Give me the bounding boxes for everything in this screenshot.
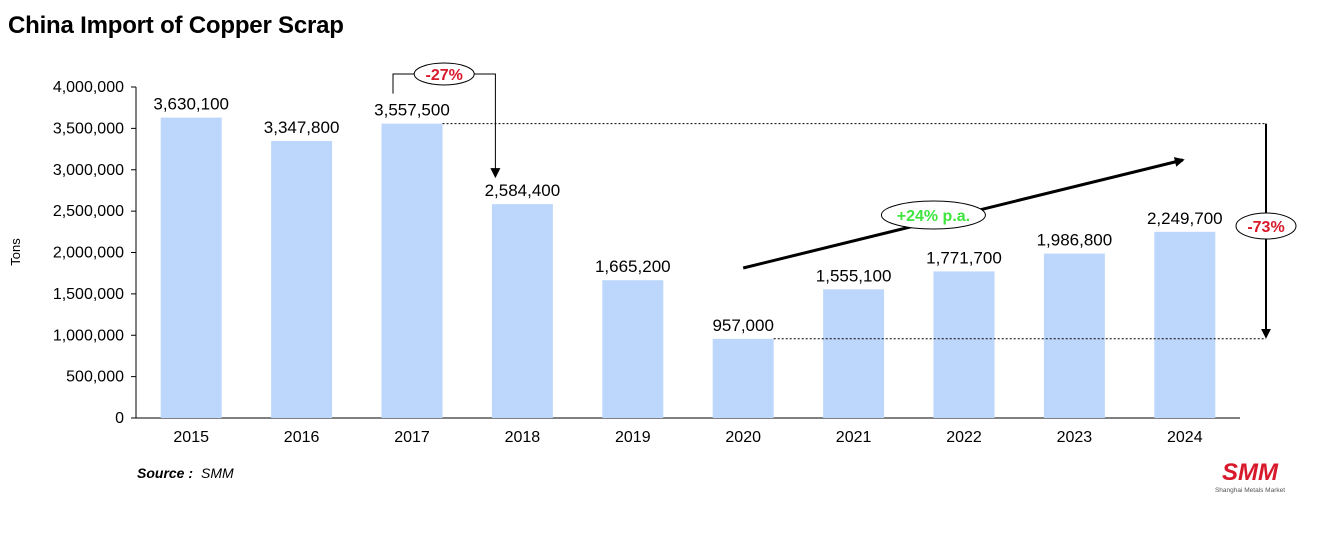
source-value: SMM <box>201 465 234 481</box>
x-tick-label: 2018 <box>505 429 541 446</box>
data-label-2024: 2,249,700 <box>1147 209 1223 228</box>
data-labels-group: 3,630,100 3,347,800 3,557,500 2,584,400 1,66… <box>153 95 1222 335</box>
data-label-2021: 1,555,100 <box>816 266 892 285</box>
data-label-2019: 1,665,200 <box>595 257 671 276</box>
x-tick-label: 2020 <box>725 429 761 446</box>
bar-2020 <box>712 338 774 418</box>
data-label-2015: 3,630,100 <box>153 95 229 114</box>
bar-2023 <box>1043 253 1105 418</box>
y-tick-label: 3,500,000 <box>53 120 124 137</box>
bars-group <box>160 117 1216 418</box>
data-label-2016: 3,347,800 <box>264 118 340 137</box>
growth-bubble <box>880 200 986 230</box>
svg-text:Shanghai Metals Market: Shanghai Metals Market <box>1215 487 1285 494</box>
y-tick-label: 3,000,000 <box>53 162 124 179</box>
y-axis: 0 500,000 1,000,000 1,500,000 2,000,000 2,500… <box>53 79 137 427</box>
y-tick-label: 500,000 <box>66 369 124 386</box>
y-tick-label: 0 <box>115 410 124 427</box>
smm-logo: SMM Shanghai Metals Market <box>1215 459 1285 494</box>
bar-2024 <box>1154 231 1216 418</box>
data-label-2018: 2,584,400 <box>485 181 561 200</box>
x-axis: 2015 2016 2017 2018 2019 2020 2021 2022 2023 2024 <box>136 417 1240 446</box>
data-label-2020: 957,000 <box>712 316 773 335</box>
x-tick-label: 2019 <box>615 429 651 446</box>
annotations-group: -27% +24% p.a. -73% <box>392 62 1297 340</box>
x-tick-label: 2021 <box>836 429 872 446</box>
x-tick-label: 2024 <box>1167 429 1203 446</box>
peak-to-trough-label: -73% <box>1247 219 1284 236</box>
bar-2022 <box>933 271 995 418</box>
svg-text:SMM: SMM <box>1222 459 1279 486</box>
growth-label: +24% p.a. <box>897 208 970 225</box>
y-tick-label: 1,000,000 <box>53 327 124 344</box>
bar-2018 <box>491 204 553 418</box>
x-tick-label: 2017 <box>394 429 430 446</box>
bar-2015 <box>160 117 222 418</box>
x-tick-label: 2022 <box>946 429 982 446</box>
y-tick-label: 4,000,000 <box>53 79 124 96</box>
y-tick-label: 2,000,000 <box>53 245 124 262</box>
y-tick-label: 2,500,000 <box>53 203 124 220</box>
x-tick-label: 2015 <box>173 429 209 446</box>
drop-bubble <box>413 62 475 86</box>
bar-2019 <box>602 280 664 418</box>
data-label-2017: 3,557,500 <box>374 101 450 120</box>
y-axis-label: Tons <box>8 238 23 266</box>
bar-2021 <box>823 289 885 418</box>
peak-to-trough-bubble <box>1235 212 1297 240</box>
bar-2017 <box>381 123 443 418</box>
x-tick-label: 2023 <box>1057 429 1093 446</box>
drop-27-label: -27% <box>426 67 463 84</box>
x-tick-label: 2016 <box>284 429 320 446</box>
y-tick-label: 1,500,000 <box>53 286 124 303</box>
source-note: Source : SMM <box>137 465 234 481</box>
chart-title: China Import of Copper Scrap <box>8 12 344 39</box>
bar-2016 <box>271 140 333 418</box>
data-label-2023: 1,986,800 <box>1037 231 1113 250</box>
data-label-2022: 1,771,700 <box>926 248 1002 267</box>
source-label: Source : <box>137 465 194 481</box>
